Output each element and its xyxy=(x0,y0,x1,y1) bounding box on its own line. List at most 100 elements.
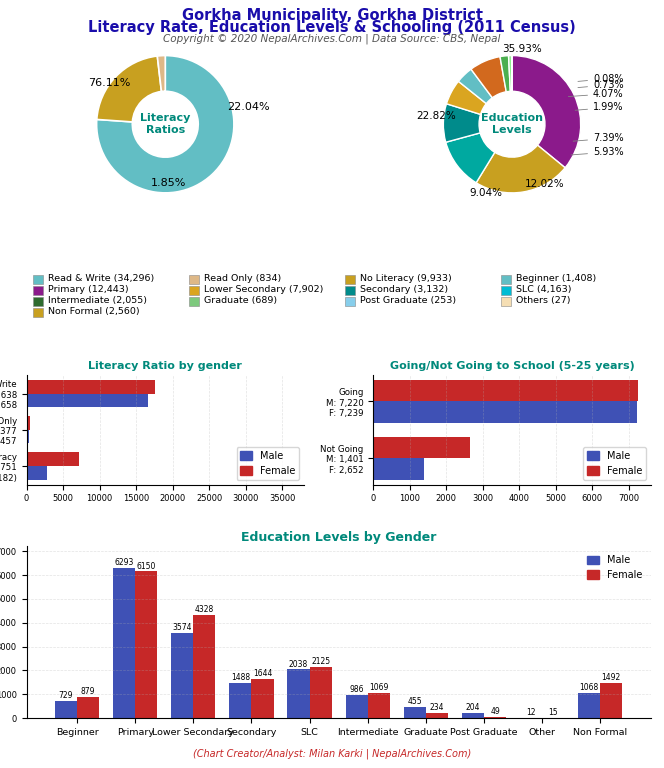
Text: Read & Write (34,296): Read & Write (34,296) xyxy=(48,274,154,283)
Bar xyxy=(193,615,215,718)
Text: 9.04%: 9.04% xyxy=(469,188,503,198)
Text: 3574: 3574 xyxy=(173,623,192,632)
Text: Gorkha Municipality, Gorkha District: Gorkha Municipality, Gorkha District xyxy=(181,8,483,23)
Bar xyxy=(404,707,426,718)
Text: 4.07%: 4.07% xyxy=(568,89,623,99)
Legend: Male, Female: Male, Female xyxy=(583,551,646,584)
Bar xyxy=(368,693,390,718)
Bar xyxy=(189,286,199,295)
Legend: Male, Female: Male, Female xyxy=(583,447,646,480)
Bar xyxy=(77,697,99,718)
Text: 22.82%: 22.82% xyxy=(416,111,456,121)
Bar xyxy=(33,286,42,295)
Text: 234: 234 xyxy=(430,703,444,711)
Text: 7.39%: 7.39% xyxy=(573,134,623,144)
Text: SLC (4,163): SLC (4,163) xyxy=(516,285,572,294)
Text: 1068: 1068 xyxy=(580,683,599,692)
Bar xyxy=(600,683,622,718)
Bar xyxy=(345,297,355,306)
Text: 15: 15 xyxy=(548,708,558,717)
Wedge shape xyxy=(476,145,565,193)
Bar xyxy=(484,717,506,718)
Wedge shape xyxy=(500,55,511,91)
Bar xyxy=(55,700,77,718)
Bar xyxy=(113,568,135,718)
Wedge shape xyxy=(157,55,165,91)
Text: 35.93%: 35.93% xyxy=(503,44,542,54)
Text: 12.02%: 12.02% xyxy=(525,180,565,190)
Text: 49: 49 xyxy=(490,707,500,716)
Text: Primary (12,443): Primary (12,443) xyxy=(48,285,128,294)
Wedge shape xyxy=(444,104,481,142)
Title: Going/Not Going to School (5-25 years): Going/Not Going to School (5-25 years) xyxy=(390,361,634,371)
Bar xyxy=(229,683,252,718)
Text: 879: 879 xyxy=(81,687,96,696)
Bar xyxy=(462,713,484,718)
Text: 2125: 2125 xyxy=(311,657,330,667)
Bar xyxy=(501,275,511,283)
Bar xyxy=(27,416,30,430)
Text: 76.11%: 76.11% xyxy=(88,78,130,88)
Text: Read Only (834): Read Only (834) xyxy=(204,274,281,283)
Bar xyxy=(33,275,42,283)
Bar xyxy=(27,466,46,480)
Bar xyxy=(501,286,511,295)
Text: No Literacy (9,933): No Literacy (9,933) xyxy=(360,274,452,283)
Text: Beginner (1,408): Beginner (1,408) xyxy=(516,274,596,283)
Text: 1.85%: 1.85% xyxy=(151,178,187,188)
Bar xyxy=(252,679,274,718)
Bar xyxy=(373,380,637,402)
Text: 1644: 1644 xyxy=(253,669,272,678)
Bar xyxy=(373,436,470,458)
Text: Graduate (689): Graduate (689) xyxy=(204,296,277,305)
Text: 4328: 4328 xyxy=(195,605,214,614)
Text: 12: 12 xyxy=(527,708,536,717)
Bar xyxy=(189,297,199,306)
Text: 1492: 1492 xyxy=(602,673,621,681)
Text: Secondary (3,132): Secondary (3,132) xyxy=(360,285,448,294)
Wedge shape xyxy=(471,57,506,98)
Text: 729: 729 xyxy=(58,690,73,700)
Text: 1488: 1488 xyxy=(231,673,250,682)
Bar xyxy=(373,402,637,423)
Text: 1069: 1069 xyxy=(369,683,388,692)
Text: 6293: 6293 xyxy=(114,558,134,567)
Bar xyxy=(345,286,355,295)
Text: 0.73%: 0.73% xyxy=(578,80,623,90)
Text: 1.99%: 1.99% xyxy=(575,102,623,112)
Wedge shape xyxy=(96,55,234,193)
Text: Post Graduate (253): Post Graduate (253) xyxy=(360,296,456,305)
Text: Lower Secondary (7,902): Lower Secondary (7,902) xyxy=(204,285,323,294)
Title: Education Levels by Gender: Education Levels by Gender xyxy=(241,531,436,544)
Bar xyxy=(135,571,157,718)
Bar xyxy=(27,393,148,407)
Wedge shape xyxy=(509,55,512,91)
Text: 2038: 2038 xyxy=(289,660,308,668)
Bar xyxy=(309,667,331,718)
Text: 22.04%: 22.04% xyxy=(227,102,270,112)
Bar xyxy=(33,308,42,316)
Bar xyxy=(578,693,600,718)
Bar xyxy=(27,430,29,443)
Text: 6150: 6150 xyxy=(137,561,156,571)
Bar xyxy=(426,713,448,718)
Bar xyxy=(373,458,424,480)
Text: 986: 986 xyxy=(349,684,364,694)
Text: Non Formal (2,560): Non Formal (2,560) xyxy=(48,307,139,316)
Text: Others (27): Others (27) xyxy=(516,296,570,305)
Text: 0.08%: 0.08% xyxy=(578,74,623,84)
Text: Copyright © 2020 NepalArchives.Com | Data Source: CBS, Nepal: Copyright © 2020 NepalArchives.Com | Dat… xyxy=(163,33,501,44)
Text: Literacy
Ratios: Literacy Ratios xyxy=(140,114,191,135)
Bar xyxy=(33,297,42,306)
Legend: Male, Female: Male, Female xyxy=(236,447,299,480)
Bar xyxy=(27,380,155,393)
Text: (Chart Creator/Analyst: Milan Karki | NepalArchives.Com): (Chart Creator/Analyst: Milan Karki | Ne… xyxy=(193,748,471,759)
Wedge shape xyxy=(446,133,495,183)
Text: Literacy Rate, Education Levels & Schooling (2011 Census): Literacy Rate, Education Levels & School… xyxy=(88,20,576,35)
Text: Education
Levels: Education Levels xyxy=(481,114,543,135)
Bar xyxy=(27,452,79,466)
Title: Literacy Ratio by gender: Literacy Ratio by gender xyxy=(88,361,242,371)
Text: 204: 204 xyxy=(465,703,480,712)
Bar xyxy=(288,670,309,718)
Bar xyxy=(501,297,511,306)
